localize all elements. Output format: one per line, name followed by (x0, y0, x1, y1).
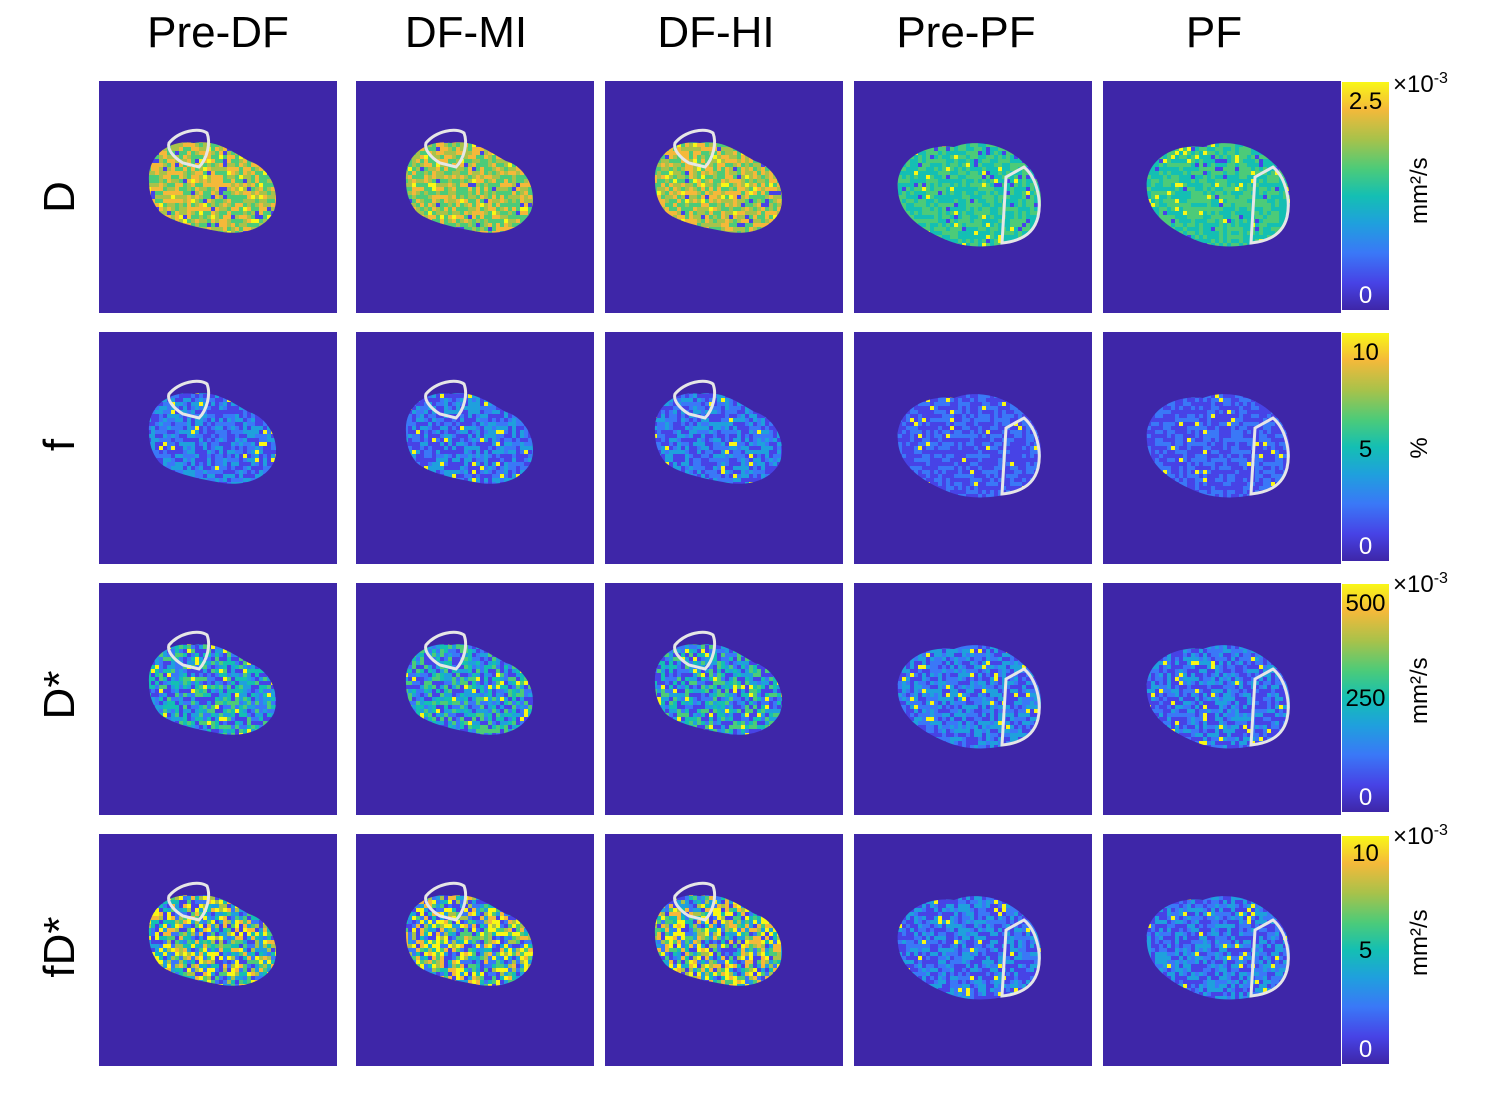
roi-outline (1000, 667, 1041, 747)
map-f-pre-df (99, 332, 337, 564)
colorbar-d-star-bottom: 0 (1342, 784, 1389, 812)
colorbar-f-mid: 5 (1342, 436, 1389, 464)
map-fd-star-pre-df (99, 834, 337, 1066)
map-f-df-hi (605, 332, 843, 564)
column-header-pre-pf: Pre-PF (846, 8, 1086, 58)
map-image (605, 332, 843, 564)
map-image (854, 583, 1092, 815)
roi-outline (167, 379, 211, 420)
map-d-pre-pf (854, 81, 1092, 313)
colorbar-f-top: 10 (1342, 339, 1389, 367)
roi-outline (673, 128, 717, 169)
roi-outline (673, 630, 717, 671)
colorbar-fd-star-mid: 5 (1342, 937, 1389, 965)
map-image (854, 332, 1092, 564)
map-image (854, 834, 1092, 1066)
map-d-star-pre-pf (854, 583, 1092, 815)
column-header-pre-df: Pre-DF (98, 8, 338, 58)
roi-outline (424, 379, 468, 420)
map-fd-star-df-hi (605, 834, 843, 1066)
column-header-df-mi: DF-MI (346, 8, 586, 58)
map-image (1103, 583, 1341, 815)
scale-d-star: ×10-3 (1393, 570, 1448, 599)
unit-fd-star: mm²/s (1406, 909, 1434, 976)
roi-outline (1000, 416, 1041, 496)
map-image (1103, 332, 1341, 564)
unit-d: mm²/s (1406, 157, 1434, 224)
map-fd-star-df-mi (356, 834, 594, 1066)
scale-fd-star: ×10-3 (1393, 822, 1448, 851)
row-label-fd-star: fD* (35, 907, 85, 987)
colorbar-fd-star-top: 10 (1342, 840, 1389, 868)
row-label-d-star: D* (35, 655, 85, 735)
map-image (99, 332, 337, 564)
colorbar-d-star-mid: 250 (1342, 685, 1389, 713)
map-image (99, 81, 337, 313)
map-image (605, 81, 843, 313)
roi-outline (1249, 416, 1290, 496)
row-label-f: f (35, 405, 85, 485)
roi-outline (673, 881, 717, 922)
map-image (356, 81, 594, 313)
colorbar-fd-star-bottom: 0 (1342, 1036, 1389, 1064)
map-d-df-mi (356, 81, 594, 313)
roi-outline (673, 379, 717, 420)
map-image (605, 583, 843, 815)
column-header-df-hi: DF-HI (596, 8, 836, 58)
colorbar-d-bottom: 0 (1342, 282, 1389, 310)
colorbar-fd-star: 10 5 0 (1342, 836, 1389, 1064)
map-image (99, 583, 337, 815)
colorbar-f-bottom: 0 (1342, 533, 1389, 561)
map-image (605, 834, 843, 1066)
roi-outline (167, 881, 211, 922)
map-d-pre-df (99, 81, 337, 313)
roi-outline (1000, 918, 1041, 998)
map-image (356, 332, 594, 564)
map-image (356, 834, 594, 1066)
map-fd-star-pf (1103, 834, 1341, 1066)
map-fd-star-pre-pf (854, 834, 1092, 1066)
map-f-pre-pf (854, 332, 1092, 564)
roi-outline (424, 630, 468, 671)
roi-outline (1249, 667, 1290, 747)
colorbar-d-star-top: 500 (1342, 590, 1389, 618)
map-image (854, 81, 1092, 313)
colorbar-f: 10 5 0 (1342, 333, 1389, 561)
roi-outline (1249, 165, 1290, 245)
map-d-star-df-mi (356, 583, 594, 815)
column-header-pf: PF (1094, 8, 1334, 58)
roi-outline (1249, 918, 1290, 998)
roi-outline (167, 630, 211, 671)
colorbar-d: 2.5 0 (1342, 82, 1389, 310)
map-f-pf (1103, 332, 1341, 564)
roi-outline (424, 881, 468, 922)
map-f-df-mi (356, 332, 594, 564)
map-d-pf (1103, 81, 1341, 313)
unit-d-star: mm²/s (1406, 657, 1434, 724)
map-image (99, 834, 337, 1066)
map-d-df-hi (605, 81, 843, 313)
map-d-star-pre-df (99, 583, 337, 815)
map-d-star-df-hi (605, 583, 843, 815)
map-image (356, 583, 594, 815)
map-image (1103, 834, 1341, 1066)
map-image (1103, 81, 1341, 313)
scale-d: ×10-3 (1393, 70, 1448, 99)
row-label-d: D (35, 157, 85, 237)
colorbar-d-star: 500 250 0 (1342, 584, 1389, 812)
colorbar-d-top: 2.5 (1342, 88, 1389, 116)
unit-f: % (1406, 418, 1434, 478)
roi-outline (424, 128, 468, 169)
roi-outline (167, 128, 211, 169)
roi-outline (1000, 165, 1041, 245)
map-d-star-pf (1103, 583, 1341, 815)
